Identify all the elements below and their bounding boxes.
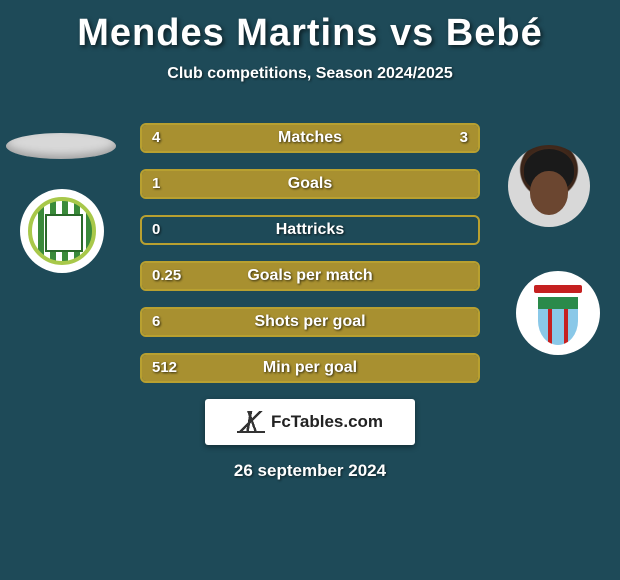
club-left-badge: [20, 189, 104, 273]
player-left-avatar: [6, 133, 116, 159]
stat-row: 4Matches3: [140, 123, 480, 153]
stat-label: Min per goal: [142, 355, 478, 381]
comparison-panel: 4Matches3 1Goals 0Hattricks 0.25Goals per m…: [0, 123, 620, 481]
subtitle: Club competitions, Season 2024/2025: [0, 65, 620, 83]
stat-row: 0.25Goals per match: [140, 261, 480, 291]
stat-label: Matches: [142, 125, 478, 151]
player-right-avatar: [508, 145, 590, 227]
stat-row: 6Shots per goal: [140, 307, 480, 337]
club-right-badge: [516, 271, 600, 355]
brand-box: FcTables.com: [205, 399, 415, 445]
stat-row: 0Hattricks: [140, 215, 480, 245]
stat-label: Goals per match: [142, 263, 478, 289]
stat-row: 512Min per goal: [140, 353, 480, 383]
stat-bars: 4Matches3 1Goals 0Hattricks 0.25Goals per m…: [140, 123, 480, 383]
date-label: 26 september 2024: [0, 461, 620, 481]
stat-label: Hattricks: [142, 217, 478, 243]
stat-label: Goals: [142, 171, 478, 197]
page-title: Mendes Martins vs Bebé: [0, 0, 620, 55]
brand-text: FcTables.com: [271, 412, 383, 432]
stat-value-right: 3: [460, 125, 468, 151]
fctables-logo-icon: [237, 411, 265, 433]
stat-label: Shots per goal: [142, 309, 478, 335]
stat-row: 1Goals: [140, 169, 480, 199]
